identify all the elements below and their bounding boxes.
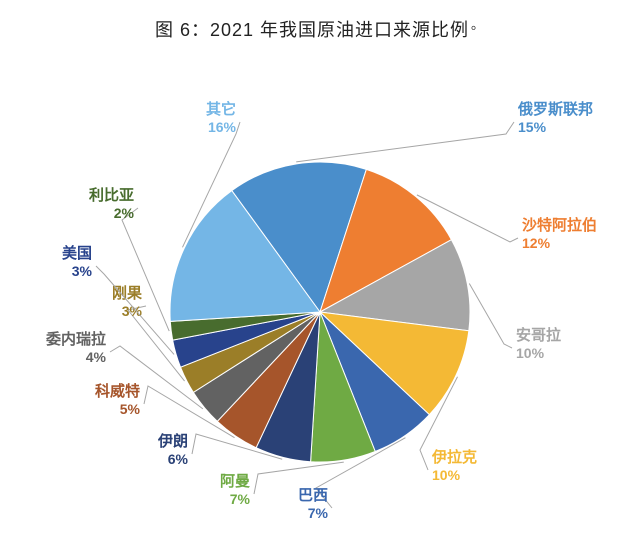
slice-label-name: 巴西 bbox=[298, 487, 328, 504]
slice-label-pct: 16% bbox=[208, 119, 237, 135]
slice-label-pct: 3% bbox=[122, 303, 143, 319]
slice-label-pct: 10% bbox=[432, 467, 461, 483]
slice-label-pct: 4% bbox=[86, 349, 107, 365]
slice-label-pct: 6% bbox=[168, 451, 189, 467]
slice-label-pct: 10% bbox=[516, 345, 545, 361]
slice-label-name: 沙特阿拉伯 bbox=[522, 216, 597, 234]
slice-label-pct: 7% bbox=[230, 491, 251, 507]
leader-line bbox=[296, 122, 514, 162]
slice-label-pct: 3% bbox=[72, 263, 93, 279]
pie-svg: 俄罗斯联邦15%沙特阿拉伯12%安哥拉10%伊拉克10%巴西7%阿曼7%伊朗6%… bbox=[0, 42, 640, 542]
slice-label-pct: 15% bbox=[518, 119, 547, 135]
slice-label-name: 美国 bbox=[62, 244, 92, 262]
slice-label-name: 利比亚 bbox=[89, 186, 134, 204]
slice-label-name: 刚果 bbox=[112, 285, 143, 302]
leader-line bbox=[96, 266, 174, 354]
chart-title-text: 图 6：2021 年我国原油进口来源比例 bbox=[155, 20, 469, 40]
slice-label-pct: 5% bbox=[120, 401, 141, 417]
slice-label-pct: 12% bbox=[522, 235, 551, 251]
slice-label-name: 科威特 bbox=[95, 382, 140, 400]
slice-label-pct: 7% bbox=[308, 505, 329, 521]
pie-chart: 俄罗斯联邦15%沙特阿拉伯12%安哥拉10%伊拉克10%巴西7%阿曼7%伊朗6%… bbox=[0, 42, 640, 542]
leader-line bbox=[469, 284, 512, 348]
slice-label-name: 俄罗斯联邦 bbox=[517, 100, 593, 118]
chart-title-mark: 。 bbox=[471, 17, 485, 32]
slice-label-name: 其它 bbox=[206, 100, 236, 118]
slice-label-name: 委内瑞拉 bbox=[46, 330, 106, 348]
chart-title: 图 6：2021 年我国原油进口来源比例。 bbox=[0, 0, 640, 42]
slice-label-name: 安哥拉 bbox=[516, 326, 561, 344]
slice-label-pct: 2% bbox=[114, 205, 135, 221]
slice-label-name: 伊朗 bbox=[157, 432, 188, 450]
slice-label-name: 阿曼 bbox=[220, 472, 250, 490]
slice-label-name: 伊拉克 bbox=[431, 448, 477, 466]
